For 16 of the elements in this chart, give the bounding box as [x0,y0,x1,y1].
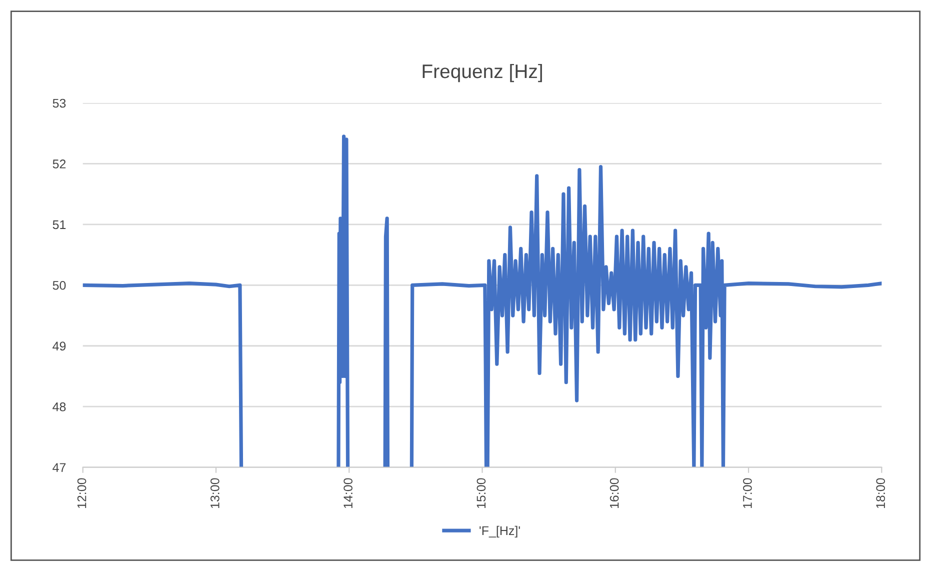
y-tick-label: 53 [52,98,66,108]
legend-label: 'F_[Hz]' [480,526,520,538]
x-tick-label: 18:00 [876,478,886,508]
x-tick-label: 16:00 [610,478,619,508]
y-tick-label: 50 [52,280,66,290]
x-tick-label: 13:00 [210,478,220,508]
x-tick-label: 15:00 [476,478,486,508]
y-tick-label: 47 [52,463,66,472]
y-tick-label: 52 [52,160,66,168]
x-tick-label: 17:00 [743,478,752,508]
chart-title: Frequenz [Hz] [422,64,542,82]
y-tick-label: 48 [52,402,66,412]
x-tick-label: 12:00 [77,478,86,508]
y-tick-label: 51 [52,220,66,230]
y-tick-label: 49 [52,342,66,351]
x-tick-label: 14:00 [344,478,352,508]
